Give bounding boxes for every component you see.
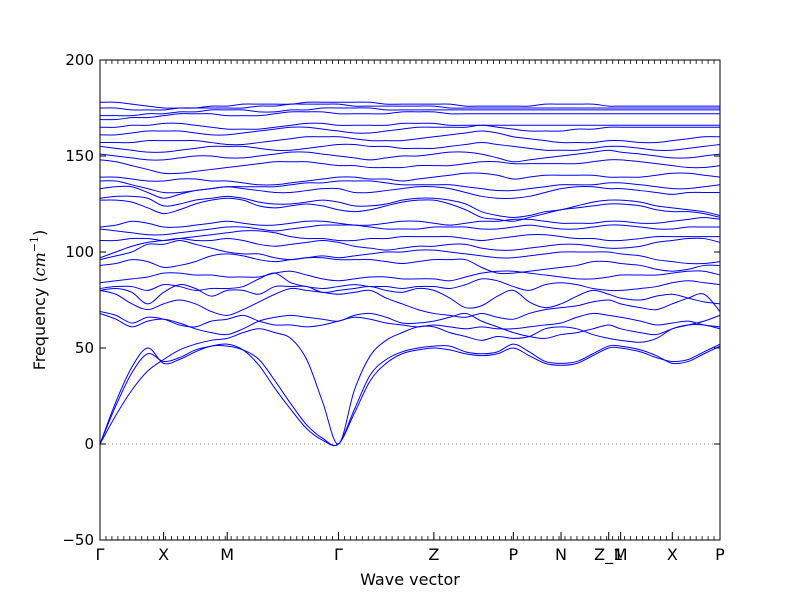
y-tick-label-1: −50 [62, 531, 94, 549]
branch-line-20 [100, 172, 720, 186]
x-tick-label-6: P [509, 545, 519, 564]
branch-line-1 [100, 343, 720, 447]
x-axis-ticks: Γ X M Γ Z P N Z_1M X P [96, 60, 725, 565]
y-tick-label-3: 50 [75, 339, 94, 357]
branch-line-10 [100, 253, 720, 275]
branch-line-6 [100, 287, 720, 320]
branch-line-28 [100, 107, 720, 117]
branch-line-30 [100, 101, 720, 109]
y-tick-label-4: 100 [65, 243, 94, 261]
branch-line-21 [100, 159, 720, 175]
x-tick-label-7: N [555, 545, 567, 564]
branch-line-14 [100, 224, 720, 236]
y-axis-label: Frequency (cm−1) [28, 230, 49, 371]
branch-line-25 [100, 124, 720, 136]
branch-line-26 [100, 122, 720, 130]
x-tick-label-4: Γ [334, 545, 343, 564]
y-axis-unit-exponent: −1 [28, 236, 41, 252]
branch-line-29 [100, 103, 720, 111]
x-tick-label-8: Z_1 [594, 545, 623, 565]
branch-line-19 [100, 180, 720, 194]
branch-line-23 [100, 142, 720, 153]
x-tick-label-9: M [614, 545, 628, 564]
y-axis-ticks: −50 0 50 100 150 200 [62, 51, 720, 549]
branch-line-5 [100, 311, 720, 330]
branch-line-15 [100, 216, 720, 228]
y-tick-label-6: 200 [65, 51, 94, 69]
branch-line-16 [100, 197, 720, 222]
branch-line-7 [100, 284, 720, 309]
branch-line-24 [100, 130, 720, 146]
branch-line-2 [100, 343, 720, 447]
x-tick-label-11: P [715, 545, 725, 564]
branch-line-8 [100, 272, 720, 292]
x-tick-label-1: Γ [96, 545, 105, 564]
branch-line-3 [100, 323, 720, 445]
branch-line-9 [100, 270, 720, 284]
y-axis-label-text: Frequency [30, 288, 49, 371]
y-tick-label-5: 150 [65, 147, 94, 165]
branch-line-13 [100, 230, 720, 242]
x-tick-label-5: Z [428, 545, 439, 564]
y-tick-label-2: 0 [84, 435, 94, 453]
x-tick-label-10: X [667, 545, 678, 564]
x-axis-label: Wave vector [360, 570, 460, 589]
branch-line-27 [100, 111, 720, 121]
branch-line-4 [100, 312, 720, 339]
branch-line-22 [100, 149, 720, 163]
phonon-branches [100, 101, 720, 447]
x-tick-label-3: M [220, 545, 234, 564]
branch-line-12 [100, 237, 720, 259]
branch-line-17 [100, 195, 720, 218]
x-tick-label-2: X [158, 545, 169, 564]
y-axis-unit: cm [30, 252, 49, 276]
branch-line-11 [100, 239, 720, 265]
